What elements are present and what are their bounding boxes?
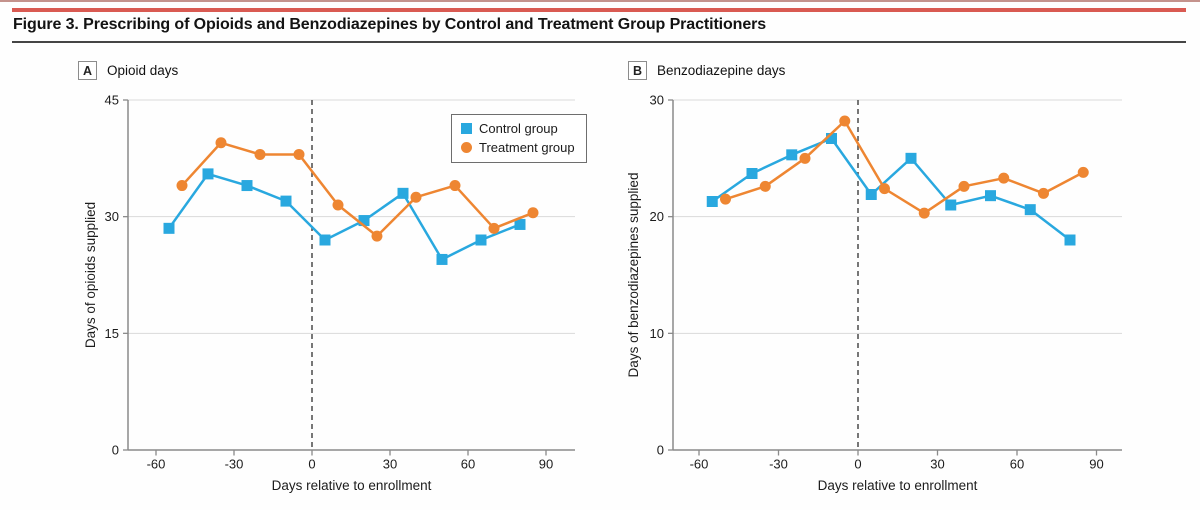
data-point-treatment <box>879 183 890 195</box>
data-point-treatment <box>998 172 1010 184</box>
x-tick-label: 30 <box>383 457 397 472</box>
x-tick-label: 0 <box>854 457 861 472</box>
y-tick-label: 0 <box>112 443 119 458</box>
data-point-treatment <box>488 222 500 234</box>
series-line-control <box>167 172 522 261</box>
x-tick-label: 90 <box>1089 457 1103 472</box>
data-point-treatment <box>254 148 266 160</box>
y-tick-label: 30 <box>650 93 664 108</box>
data-point-treatment <box>759 180 771 192</box>
panel-a-header: A Opioid days <box>78 61 178 80</box>
data-point-treatment <box>799 152 811 164</box>
data-point-control <box>397 187 409 199</box>
series-line-control <box>711 137 1072 242</box>
data-point-treatment <box>449 180 461 192</box>
x-tick-label: 60 <box>461 457 475 472</box>
legend-label-control: Control group <box>479 121 558 136</box>
chart-legend: Control group Treatment group <box>451 114 587 163</box>
data-point-control <box>746 168 758 179</box>
data-point-control <box>1064 234 1076 246</box>
x-axis-title: Days relative to enrollment <box>272 478 432 493</box>
data-point-treatment <box>958 180 970 192</box>
title-underline <box>12 41 1186 43</box>
data-point-treatment <box>839 115 851 127</box>
panel-b-letter-badge: B <box>628 61 647 80</box>
y-tick-label: 20 <box>650 209 664 224</box>
page-top-divider <box>0 0 1200 2</box>
data-point-treatment <box>293 148 305 160</box>
y-axis-title: Days of opioids supplied <box>83 202 98 348</box>
legend-label-treatment: Treatment group <box>479 140 575 155</box>
control-group-square-icon <box>461 123 472 134</box>
benzodiazepine-days-chart: 0 10 20 30 -60 -30 0 30 60 90 Days relative to enr… <box>626 93 1122 493</box>
y-axis-title: Days of benzodiazepines supplied <box>626 173 641 378</box>
x-tick-label: -30 <box>225 457 244 472</box>
data-point-control <box>280 195 292 207</box>
legend-item-treatment: Treatment group <box>461 140 575 155</box>
x-tick-label: -60 <box>147 457 166 472</box>
data-point-control <box>163 222 175 234</box>
figure-accent-rule <box>12 8 1186 12</box>
x-tick-label: 30 <box>930 457 944 472</box>
panel-b-header: B Benzodiazepine days <box>628 61 785 80</box>
data-point-control <box>786 149 798 161</box>
panel-b-title: Benzodiazepine days <box>657 63 786 78</box>
y-tick-label: 45 <box>105 93 119 108</box>
x-axis-title: Days relative to enrollment <box>818 478 978 493</box>
data-point-control <box>436 253 448 265</box>
x-tick-label: -30 <box>769 457 788 472</box>
data-point-control <box>475 234 487 246</box>
x-tick-label: 60 <box>1010 457 1024 472</box>
data-point-treatment <box>1077 166 1089 178</box>
treatment-group-circle-icon <box>461 142 472 153</box>
data-point-control <box>865 189 877 200</box>
x-tick-label: 0 <box>308 457 315 472</box>
y-tick-label: 30 <box>105 209 119 224</box>
series-line-treatment <box>724 119 1085 215</box>
panel-a-title: Opioid days <box>107 63 179 78</box>
data-point-control <box>706 196 718 207</box>
x-tick-label: -60 <box>690 457 709 472</box>
data-point-control <box>826 133 837 144</box>
data-point-control <box>514 218 526 230</box>
figure-title: Figure 3. Prescribing of Opioids and Ben… <box>13 16 767 33</box>
data-point-control <box>358 215 370 227</box>
data-point-control <box>319 234 331 246</box>
data-point-treatment <box>332 199 344 211</box>
y-tick-label: 10 <box>650 326 664 341</box>
data-point-control <box>241 180 253 192</box>
data-point-control <box>1024 204 1036 216</box>
data-point-treatment <box>215 137 227 149</box>
data-point-control <box>985 190 996 202</box>
data-point-treatment <box>720 193 731 205</box>
data-point-control <box>905 152 917 164</box>
data-point-control <box>945 199 957 211</box>
data-point-treatment <box>371 230 383 242</box>
data-point-treatment <box>176 180 188 192</box>
x-tick-label: 90 <box>539 457 553 472</box>
legend-item-control: Control group <box>461 121 575 136</box>
y-tick-label: 0 <box>657 443 664 458</box>
y-tick-label: 15 <box>105 326 119 341</box>
data-point-treatment <box>918 207 930 219</box>
data-point-treatment <box>410 191 422 203</box>
panel-a-letter-badge: A <box>78 61 97 80</box>
opioid-days-chart: 0 15 30 45 -60 -30 0 30 60 90 Days relative to enr… <box>83 93 575 493</box>
data-point-treatment <box>1038 187 1049 199</box>
data-point-treatment <box>527 207 539 219</box>
series-line-treatment <box>180 141 535 238</box>
data-point-control <box>202 168 214 180</box>
